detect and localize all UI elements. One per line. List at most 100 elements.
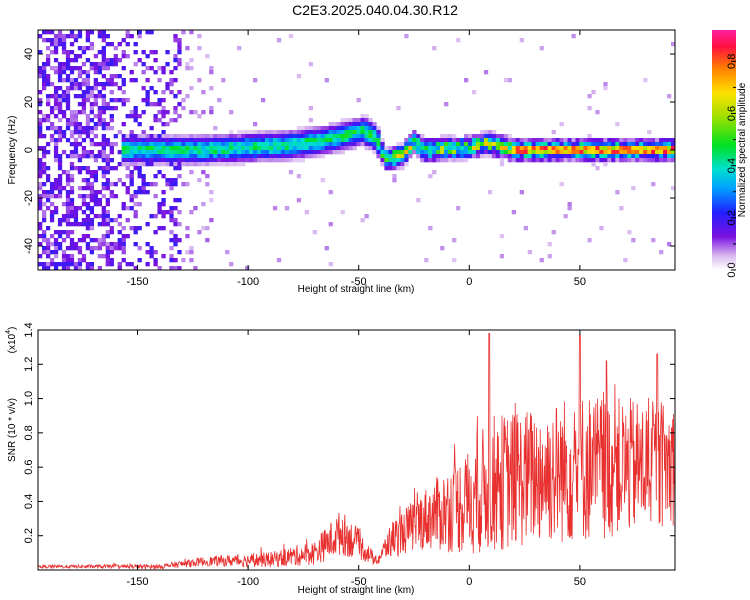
spectrogram-cell bbox=[591, 90, 596, 95]
spectrogram-cell bbox=[268, 138, 274, 143]
spectrogram-cell bbox=[153, 50, 158, 55]
spectrogram-cell bbox=[77, 166, 83, 171]
spectrogram-cell bbox=[535, 138, 540, 143]
spectrogram-cell bbox=[157, 202, 162, 207]
spectrogram-cell bbox=[448, 150, 453, 155]
spectrogram-cell bbox=[603, 158, 608, 163]
spectrogram-cell bbox=[491, 150, 497, 155]
spectrogram-cell bbox=[587, 94, 592, 99]
spectrogram-cell bbox=[280, 158, 286, 163]
spectrogram-cell bbox=[495, 150, 501, 155]
spectrogram-cell bbox=[475, 134, 481, 139]
spectrogram-cell bbox=[137, 202, 142, 207]
spectrogram-cell bbox=[416, 146, 421, 151]
spectrogram-cell bbox=[53, 58, 59, 63]
spectrogram-cell bbox=[169, 78, 174, 83]
spectrogram-cell bbox=[663, 146, 668, 151]
spectrogram-cell bbox=[412, 146, 417, 151]
spectrogram-cell bbox=[575, 146, 580, 151]
spectrogram-cell bbox=[85, 266, 91, 271]
spectrogram-cell bbox=[535, 158, 540, 163]
spectrogram-cell bbox=[125, 162, 130, 167]
spectrogram-cell bbox=[149, 214, 154, 219]
spectrogram-cell bbox=[288, 34, 294, 39]
spectrogram-cell bbox=[189, 86, 194, 91]
spectrogram-cell bbox=[49, 210, 55, 215]
spectrogram-cell bbox=[41, 202, 47, 207]
spectrogram-cell bbox=[511, 146, 517, 151]
spectrogram-cell bbox=[483, 70, 489, 75]
spectrogram-cell bbox=[161, 138, 166, 143]
spectrogram-cell bbox=[463, 146, 469, 151]
spectrogram-cell bbox=[53, 246, 59, 251]
spectrogram-cell bbox=[169, 82, 174, 87]
spectrogram-cell bbox=[503, 134, 509, 139]
spectrogram-cell bbox=[97, 118, 102, 123]
spectrogram-cell bbox=[511, 158, 517, 163]
spectrogram-cell bbox=[400, 142, 405, 147]
spectrogram-cell bbox=[173, 54, 178, 59]
spectrogram-cell bbox=[487, 134, 493, 139]
spectrogram-cell bbox=[627, 150, 632, 155]
spectrogram-cell bbox=[45, 54, 51, 59]
spectrogram-cell bbox=[404, 150, 409, 155]
spectrogram-cell bbox=[252, 78, 258, 83]
spectrogram-cell bbox=[38, 126, 43, 131]
spectrogram-cell bbox=[631, 146, 636, 151]
spectrogram-cell bbox=[209, 154, 214, 159]
spectrogram-cell bbox=[105, 166, 110, 171]
spectrogram-cell bbox=[145, 146, 150, 151]
spectrogram-cell bbox=[201, 134, 206, 139]
spectrogram-cell bbox=[607, 138, 612, 143]
spectrogram-cell bbox=[121, 78, 126, 83]
spectrogram-cell bbox=[97, 106, 102, 111]
spectrogram-cell bbox=[189, 30, 194, 35]
spectrogram-cell bbox=[101, 166, 106, 171]
spectrogram-cell bbox=[117, 150, 122, 155]
spectrogram-cell bbox=[336, 142, 341, 147]
spectrogram-cell bbox=[109, 90, 114, 95]
spectrogram-cell bbox=[49, 250, 55, 255]
y-tick-label: 1.0 bbox=[23, 391, 35, 406]
snr-line-group bbox=[37, 332, 676, 571]
spectrogram-cell bbox=[527, 142, 532, 147]
snr-multiplier-base: (x10 bbox=[7, 333, 18, 353]
spectrogram-cell bbox=[38, 162, 43, 167]
spectrogram-cell bbox=[45, 150, 51, 155]
spectrogram-cell bbox=[41, 234, 47, 239]
spectrogram-cell bbox=[53, 70, 59, 75]
spectrogram-cell bbox=[153, 146, 158, 151]
spectrogram-cell bbox=[169, 246, 174, 251]
spectrogram-cell bbox=[388, 166, 393, 171]
spectrogram-cell bbox=[655, 158, 660, 163]
spectrogram-cell bbox=[348, 126, 353, 131]
spectrogram-cell bbox=[97, 242, 102, 247]
spectrogram-cell bbox=[41, 78, 47, 83]
x-tick-label: -150 bbox=[127, 576, 149, 588]
spectrogram-cell bbox=[245, 158, 250, 163]
spectrogram-cell bbox=[137, 138, 142, 143]
spectrogram-cell bbox=[193, 206, 198, 211]
spectrogram-cell bbox=[579, 158, 584, 163]
spectrogram-cell bbox=[65, 266, 71, 271]
spectrogram-cell bbox=[109, 262, 114, 267]
spectrogram-cell bbox=[89, 138, 95, 143]
spectrogram-cell bbox=[97, 254, 102, 259]
spectrogram-cell bbox=[404, 154, 409, 159]
spectrogram-cell bbox=[97, 50, 102, 55]
spectrogram-cell bbox=[85, 166, 91, 171]
colorbar-tick-label: 0.8 bbox=[726, 54, 738, 69]
spectrogram-cell bbox=[173, 178, 178, 183]
spectrogram-cell bbox=[404, 142, 409, 147]
spectrogram-cell bbox=[340, 138, 345, 143]
spectrogram-cell bbox=[97, 122, 102, 127]
spectrogram-cell bbox=[105, 198, 110, 203]
spectrogram-cell bbox=[157, 162, 162, 167]
spectrogram-cell bbox=[41, 134, 47, 139]
spectrogram-cell bbox=[201, 158, 206, 163]
spectrogram-cell bbox=[81, 238, 87, 243]
spectrogram-cell bbox=[551, 130, 556, 135]
spectrogram-cell bbox=[53, 50, 59, 55]
spectrogram-cell bbox=[97, 202, 102, 207]
spectrogram-cell bbox=[272, 206, 278, 211]
